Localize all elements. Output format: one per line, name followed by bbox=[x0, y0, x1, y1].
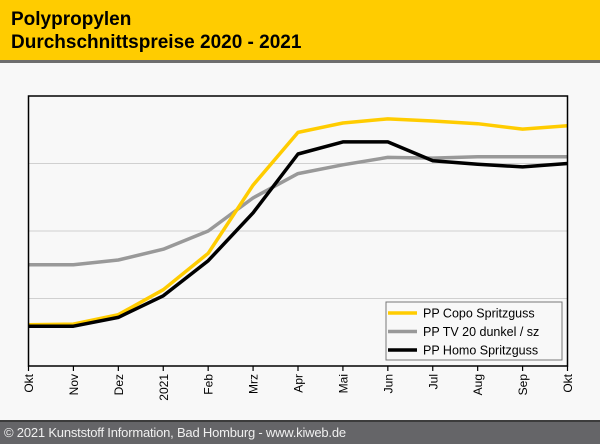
series-lines bbox=[28, 117, 568, 328]
legend-label: PP Homo Spritzguss bbox=[423, 344, 538, 358]
x-tick-label: Jun bbox=[381, 374, 395, 393]
x-tick-label: Jul bbox=[426, 374, 440, 389]
x-tick-label: Nov bbox=[67, 374, 81, 395]
x-axis: Okt Nov Dez 2021 Feb Mrz Apr Mai Jun Jul Aug Sep Okt bbox=[22, 366, 575, 401]
chart-subtitle: Durchschnittspreise 2020 - 2021 bbox=[11, 32, 302, 53]
x-tick-label: Dez bbox=[112, 374, 126, 395]
x-tick-label: Aug bbox=[471, 374, 485, 395]
legend-label: PP TV 20 dunkel / sz bbox=[423, 325, 539, 339]
x-tick-label: Mai bbox=[336, 374, 350, 393]
x-tick-label: Okt bbox=[22, 373, 36, 392]
legend: PP Copo Spritzguss PP TV 20 dunkel / sz PP… bbox=[385, 301, 563, 361]
x-tick-label: Apr bbox=[292, 374, 306, 393]
series-line-1 bbox=[28, 155, 568, 267]
x-tick-label: Okt bbox=[561, 373, 575, 392]
chart-header: Polypropylen Durchschnittspreise 2020 - … bbox=[0, 0, 600, 63]
x-tick-label: Sep bbox=[516, 374, 530, 396]
series-line-2 bbox=[28, 140, 568, 328]
copyright-text: © 2021 Kunststoff Information, Bad Hombu… bbox=[4, 425, 346, 440]
footer: © 2021 Kunststoff Information, Bad Hombu… bbox=[0, 420, 600, 444]
legend-label: PP Copo Spritzguss bbox=[423, 307, 535, 321]
gridlines bbox=[28, 163, 568, 299]
chart-title: Polypropylen bbox=[11, 9, 132, 30]
series-line-0 bbox=[28, 117, 568, 327]
x-tick-label: 2021 bbox=[157, 374, 171, 401]
x-tick-label: Mrz bbox=[247, 374, 261, 394]
line-chart: Okt Nov Dez 2021 Feb Mrz Apr Mai Jun Jul Aug Sep Okt… bbox=[22, 95, 575, 401]
x-tick-label: Feb bbox=[202, 374, 216, 395]
